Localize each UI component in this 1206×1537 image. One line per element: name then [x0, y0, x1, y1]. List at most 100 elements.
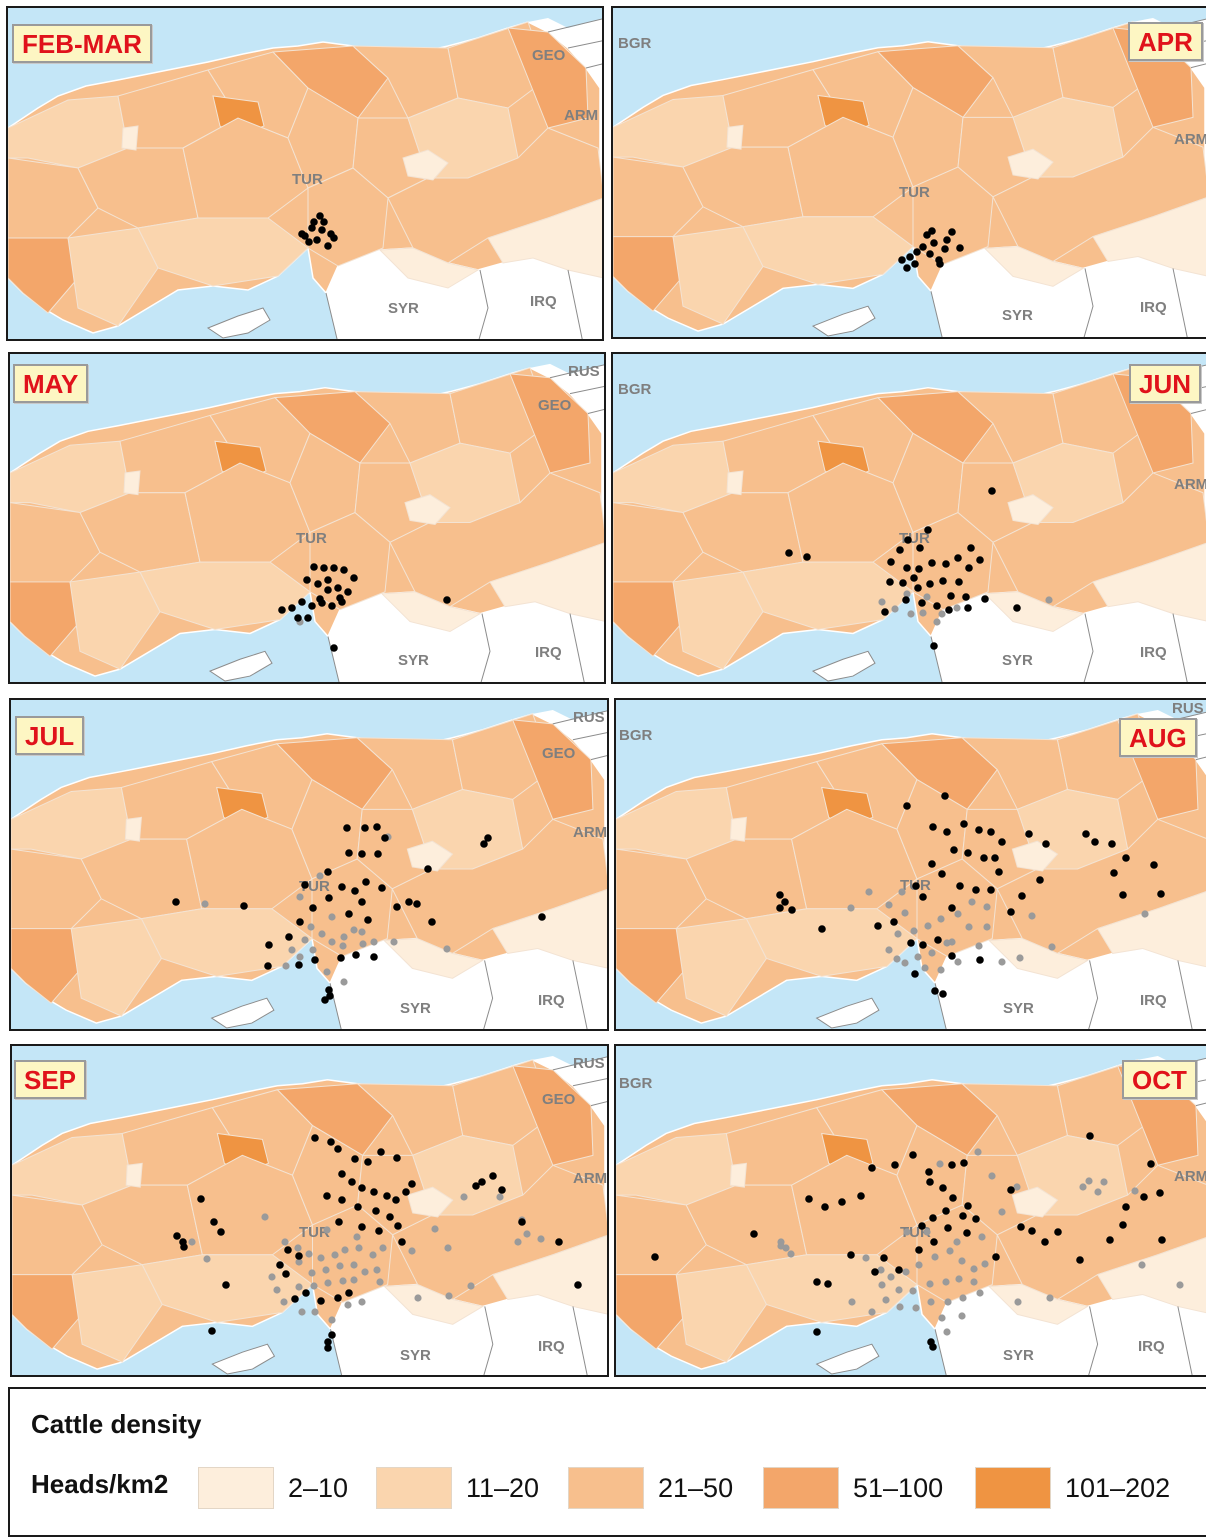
gray-dot: [959, 1294, 967, 1302]
gray-dot: [923, 1228, 931, 1236]
black-dot: [351, 887, 359, 895]
province-region: [1011, 1186, 1059, 1218]
black-dot: [948, 904, 956, 912]
gray-dot: [370, 938, 378, 946]
black-dot: [1119, 1221, 1127, 1229]
black-dot: [303, 576, 311, 584]
gray-dot: [328, 913, 336, 921]
country-border: [585, 63, 602, 69]
country-border: [572, 960, 588, 1029]
gray-dot: [907, 610, 915, 618]
black-dot: [1028, 1227, 1036, 1235]
gray-dot: [915, 1261, 923, 1269]
black-dot: [938, 870, 946, 878]
gray-dot: [1138, 1261, 1146, 1269]
gray-dot: [296, 893, 304, 901]
black-dot: [965, 564, 973, 572]
black-dot: [324, 1344, 332, 1352]
black-dot: [264, 962, 272, 970]
gray-dot: [885, 946, 893, 954]
country-label-arm: ARM: [1174, 131, 1206, 148]
gray-dot: [273, 1286, 281, 1294]
gray-dot: [998, 958, 1006, 966]
black-dot: [976, 956, 984, 964]
province-region: [1007, 494, 1054, 525]
black-dot: [914, 584, 922, 592]
black-dot: [956, 244, 964, 252]
black-dot: [934, 936, 942, 944]
gray-dot: [390, 938, 398, 946]
black-dot: [240, 902, 248, 910]
gray-dot: [1085, 1177, 1093, 1185]
gray-dot: [887, 1273, 895, 1281]
black-dot: [294, 614, 302, 622]
black-dot: [924, 526, 932, 534]
map-panel-sep: RUS GEO ARM TUR SYR IRQ SEP: [10, 1044, 609, 1377]
gray-dot: [331, 1251, 339, 1259]
province-region: [276, 1083, 394, 1157]
black-dot: [949, 1194, 957, 1202]
black-dot: [651, 1253, 659, 1261]
gray-dot: [958, 1257, 966, 1265]
province-region: [988, 1284, 1089, 1325]
black-dot: [323, 1192, 331, 1200]
gray-dot: [288, 946, 296, 954]
province-region: [726, 470, 744, 496]
province-region: [380, 591, 482, 633]
country-label-bgr: BGR: [618, 35, 652, 52]
syria-iraq-land: [330, 938, 607, 1029]
black-dot: [931, 987, 939, 995]
black-dot: [944, 1224, 952, 1232]
black-dot: [941, 792, 949, 800]
legend-swatch-label: 2–10: [288, 1473, 349, 1503]
black-dot: [284, 1246, 292, 1254]
gray-dot: [909, 1287, 917, 1295]
gray-dot: [910, 927, 918, 935]
black-dot: [320, 564, 328, 572]
black-dot: [413, 900, 421, 908]
black-dot: [942, 1207, 950, 1215]
black-dot: [891, 1161, 899, 1169]
country-label-irq: IRQ: [535, 644, 562, 661]
black-dot: [316, 212, 324, 220]
black-dot: [1007, 1186, 1015, 1194]
black-dot: [871, 1268, 879, 1276]
country-label-irq: IRQ: [538, 1338, 565, 1355]
gray-dot: [953, 1238, 961, 1246]
black-dot: [975, 826, 983, 834]
black-dot: [906, 253, 914, 261]
gray-dot: [295, 1258, 303, 1266]
province-region: [271, 45, 389, 119]
gray-dot: [514, 1238, 522, 1246]
black-dot: [358, 850, 366, 858]
country-border: [1088, 1306, 1099, 1375]
black-dot: [930, 1238, 938, 1246]
black-dot: [887, 558, 895, 566]
gray-dot: [919, 609, 927, 617]
legend-swatch-label: 21–50: [658, 1473, 734, 1503]
black-dot: [995, 868, 1003, 876]
country-label-arm: ARM: [573, 1170, 607, 1187]
gray-dot: [983, 903, 991, 911]
gray-dot: [359, 940, 367, 948]
black-dot: [345, 1289, 353, 1297]
month-label: MAY: [13, 364, 89, 403]
gray-dot: [308, 1269, 316, 1277]
gray-dot: [336, 1262, 344, 1270]
black-dot: [348, 1178, 356, 1186]
black-dot: [1018, 892, 1026, 900]
black-dot: [919, 243, 927, 251]
black-dot: [926, 250, 934, 258]
black-dot: [316, 595, 324, 603]
black-dot: [317, 1297, 325, 1305]
legend-swatch: [568, 1467, 644, 1509]
black-dot: [172, 898, 180, 906]
black-dot: [302, 1289, 310, 1297]
province-region: [121, 125, 139, 151]
black-dot: [899, 579, 907, 587]
country-border: [590, 1101, 607, 1107]
map-panel-jun: BGR ARM TUR SYR IRQ JUN: [611, 352, 1206, 684]
black-dot: [948, 952, 956, 960]
